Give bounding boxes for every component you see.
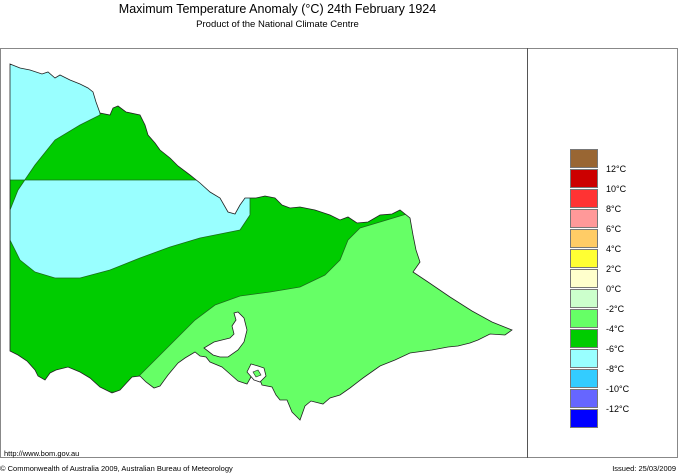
legend-label: 2°C (606, 264, 622, 274)
legend-label: 10°C (606, 184, 627, 194)
legend-label: -12°C (606, 404, 630, 414)
map-frame (0, 48, 678, 458)
map-subtitle: Product of the National Climate Centre (196, 19, 359, 30)
legend-divider (527, 48, 528, 458)
legend-label: -4°C (606, 324, 625, 334)
legend-label: 4°C (606, 244, 622, 254)
legend-label: -10°C (606, 384, 630, 394)
legend-label: -2°C (606, 304, 625, 314)
legend-swatch (570, 389, 598, 408)
legend-swatch (570, 249, 598, 268)
legend-swatch (570, 309, 598, 328)
legend-label: 8°C (606, 204, 622, 214)
legend-swatch (570, 409, 598, 428)
legend-swatch (570, 369, 598, 388)
legend-label: 6°C (606, 224, 622, 234)
legend-label: 0°C (606, 284, 622, 294)
legend-label: -6°C (606, 344, 625, 354)
legend-swatch (570, 149, 598, 168)
bom-url-link[interactable]: http://www.bom.gov.au (4, 449, 80, 458)
legend-label: -8°C (606, 364, 625, 374)
legend-swatch (570, 169, 598, 188)
legend-swatch (570, 209, 598, 228)
legend-swatch (570, 229, 598, 248)
legend-swatch (570, 349, 598, 368)
victoria-anomaly-map (9, 63, 513, 421)
legend-swatch (570, 269, 598, 288)
legend-swatch (570, 329, 598, 348)
legend-label: 12°C (606, 164, 627, 174)
copyright-notice: © Commonwealth of Australia 2009, Austra… (0, 464, 233, 473)
legend-swatch (570, 289, 598, 308)
map-title: Maximum Temperature Anomaly (°C) 24th Fe… (118, 2, 437, 16)
issued-date: Issued: 25/03/2009 (612, 464, 676, 473)
legend-swatch (570, 189, 598, 208)
